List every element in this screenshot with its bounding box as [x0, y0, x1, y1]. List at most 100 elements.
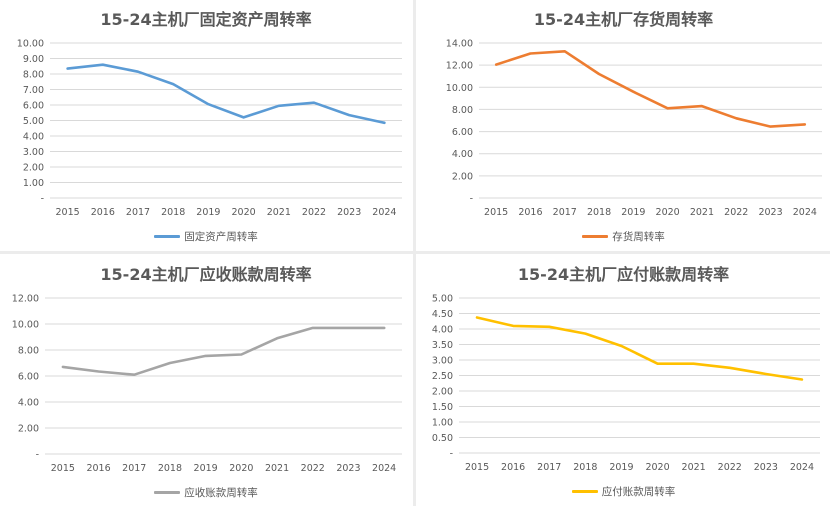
plot-area: - 0.50 1.00 1.50 2.00 2.50 3.00 3.50 4.00 4.50 5.0…: [432, 294, 820, 473]
y-tick-label: 2.00: [23, 163, 44, 174]
x-tick-label: 2018: [587, 207, 611, 218]
x-tick-label: 2024: [793, 207, 817, 218]
y-tick-label: 1.00: [432, 418, 453, 429]
x-tick-label: 2018: [573, 462, 597, 473]
y-tick-label: 1.00: [23, 178, 44, 189]
y-tick-label: 6.00: [452, 127, 473, 138]
x-tick-label: 2022: [302, 207, 326, 218]
legend: 应收账款周转率: [0, 485, 412, 500]
x-tick-label: 2015: [484, 207, 508, 218]
x-tick-label: 2019: [194, 463, 218, 474]
y-tick-label: 0.50: [432, 433, 453, 444]
x-tick-label: 2015: [56, 207, 80, 218]
y-tick-label: 2.00: [452, 171, 473, 182]
chart-payables-turnover: 15-24主机厂应付账款周转率 - 0.50 1.00 1.50 2.00 2.50 3.0…: [417, 255, 830, 506]
y-tick-label: 4.00: [23, 132, 44, 143]
y-tick-label: 8.00: [452, 105, 473, 116]
y-tick-label: -: [41, 194, 44, 205]
x-tick-label: 2017: [126, 207, 150, 218]
x-tick-label: 2016: [501, 462, 525, 473]
x-tick-label: 2023: [758, 207, 782, 218]
legend-label: 应收账款周转率: [184, 487, 258, 499]
x-tick-label: 2018: [158, 463, 182, 474]
x-tick-label: 2023: [337, 207, 361, 218]
y-tick-label: 6.00: [23, 101, 44, 112]
x-tick-label: 2016: [91, 207, 115, 218]
chart-title: 15-24主机厂固定资产周转率: [100, 10, 312, 29]
series-line: [494, 49, 807, 128]
y-tick-label: 5.00: [23, 116, 44, 127]
y-tick-label: 8.00: [23, 70, 44, 81]
y-tick-label: 10.00: [446, 83, 473, 94]
x-tick-label: 2018: [161, 207, 185, 218]
x-tick-label: 2023: [336, 463, 360, 474]
y-tick-label: 12.00: [446, 61, 473, 72]
plot-area: - 1.00 2.00 3.00 4.00 5.00 6.00 7.00 8.00 9.00 10.…: [17, 39, 402, 218]
y-tick-label: 4.00: [18, 398, 39, 409]
y-tick-label: 3.00: [23, 147, 44, 158]
y-tick-label: 2.00: [18, 424, 39, 435]
legend-swatch: [571, 490, 598, 493]
series-line: [61, 326, 386, 376]
x-tick-label: 2021: [267, 207, 291, 218]
x-tick-label: 2019: [609, 462, 633, 473]
y-tick-label: 3.00: [432, 356, 453, 367]
y-tick-label: 4.00: [432, 325, 453, 336]
chart-receivables-turnover: 15-24主机厂应收账款周转率 - 2.00 4.00 6.00 8.00 10.00 12…: [0, 255, 412, 506]
legend-swatch: [154, 235, 181, 238]
y-tick-label: 4.50: [432, 309, 453, 320]
plot-area: - 2.00 4.00 6.00 8.00 10.00 12.00 2015 2016 2017 2…: [12, 294, 402, 474]
x-tick-label: 2021: [682, 462, 706, 473]
x-tick-label: 2015: [51, 463, 75, 474]
chart-title: 15-24主机厂应收账款周转率: [100, 265, 312, 284]
y-tick-label: 10.00: [12, 320, 39, 331]
x-tick-label: 2023: [754, 462, 778, 473]
x-tick-label: 2015: [465, 462, 489, 473]
x-tick-label: 2017: [122, 463, 146, 474]
legend-swatch: [582, 235, 609, 238]
legend-swatch: [154, 491, 181, 494]
x-tick-label: 2020: [645, 462, 669, 473]
chart-fixed-asset-turnover: 15-24主机厂固定资产周转率 - 1.00 2.00 3.00 4.00 5.00 6.0…: [0, 0, 412, 250]
legend-label: 存货周转率: [612, 231, 665, 243]
legend-label: 固定资产周转率: [184, 231, 258, 243]
x-tick-label: 2016: [518, 207, 542, 218]
x-tick-label: 2021: [690, 207, 714, 218]
y-tick-label: 14.00: [446, 39, 473, 50]
x-tick-label: 2022: [301, 463, 325, 474]
y-tick-label: -: [470, 194, 473, 205]
x-tick-label: 2017: [553, 207, 577, 218]
y-tick-label: -: [36, 450, 39, 461]
x-tick-label: 2020: [232, 207, 256, 218]
series-line: [66, 63, 386, 125]
y-tick-label: 2.50: [432, 371, 453, 382]
x-tick-label: 2016: [86, 463, 110, 474]
y-tick-label: 6.00: [18, 372, 39, 383]
x-tick-label: 2024: [372, 207, 396, 218]
chart-title: 15-24主机厂存货周转率: [533, 10, 714, 29]
chart-title: 15-24主机厂应付账款周转率: [517, 265, 730, 284]
x-tick-label: 2024: [372, 463, 396, 474]
legend: 应付账款周转率: [417, 484, 830, 499]
plot-area: - 2.00 4.00 6.00 8.00 10.00 12.00 14.00 2015 2016…: [446, 39, 822, 218]
x-tick-label: 2019: [196, 207, 220, 218]
y-tick-label: 8.00: [18, 346, 39, 357]
y-tick-label: 12.00: [12, 294, 39, 305]
legend: 固定资产周转率: [0, 229, 412, 244]
legend-label: 应付账款周转率: [601, 486, 676, 498]
y-tick-label: 10.00: [17, 39, 44, 50]
y-tick-label: 2.00: [432, 387, 453, 398]
chart-inventory-turnover: 15-24主机厂存货周转率 - 2.00 4.00 6.00 8.00 10.00 12.0…: [417, 0, 830, 250]
x-tick-label: 2020: [656, 207, 680, 218]
y-tick-label: -: [450, 449, 453, 460]
y-tick-label: 1.50: [432, 402, 453, 413]
x-tick-label: 2019: [621, 207, 645, 218]
x-tick-label: 2024: [790, 462, 814, 473]
horizontal-divider: [0, 251, 830, 254]
legend: 存货周转率: [417, 229, 830, 244]
y-tick-label: 9.00: [23, 54, 44, 65]
y-tick-label: 7.00: [23, 85, 44, 96]
x-tick-label: 2017: [537, 462, 561, 473]
y-tick-label: 3.50: [432, 340, 453, 351]
